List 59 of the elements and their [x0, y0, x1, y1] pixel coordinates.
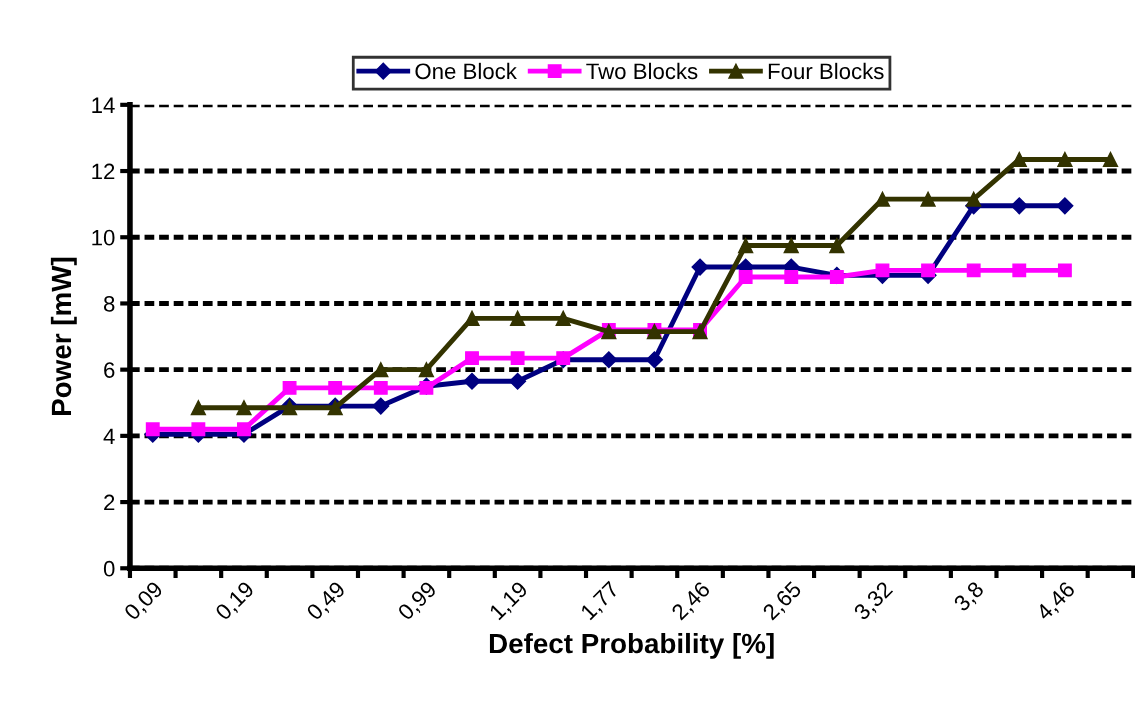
point [236, 400, 252, 416]
point [509, 372, 527, 390]
x-tick-label: 3,32 [852, 580, 896, 623]
point [875, 263, 890, 278]
y-tick-label: 10 [92, 229, 115, 246]
x-tick-label: 0,09 [123, 580, 166, 623]
x-tick-label: 4,46 [1035, 580, 1078, 624]
y-tick-label: 4 [103, 428, 115, 444]
legend-label: Four Blocks [768, 62, 884, 80]
point [920, 191, 936, 207]
point [966, 191, 982, 207]
point [373, 362, 389, 378]
point [783, 237, 799, 254]
point [372, 397, 390, 415]
point [738, 237, 754, 254]
point [1057, 263, 1072, 278]
point [373, 380, 388, 395]
y-tick-label: 14 [92, 97, 115, 113]
point [465, 351, 479, 366]
y-tick-label: 2 [104, 494, 115, 511]
x-axis-title: Defect Probability [%] [489, 632, 774, 659]
x-tick-label: 3,8 [952, 580, 987, 615]
x-tick-label: 0,19 [214, 580, 257, 623]
point [829, 237, 845, 254]
point [1102, 151, 1119, 168]
point [509, 310, 526, 326]
point [1056, 197, 1074, 215]
legend-label: One Block [415, 62, 517, 80]
point [555, 310, 571, 326]
point [191, 422, 206, 437]
point [784, 270, 799, 284]
x-tick-label: 0,49 [305, 580, 348, 623]
point [418, 362, 435, 378]
point [464, 310, 480, 326]
point [1010, 197, 1028, 215]
y-tick-label: 0 [103, 560, 115, 577]
point [1012, 263, 1027, 278]
point [1057, 151, 1073, 168]
point [190, 400, 207, 416]
point [328, 380, 343, 395]
point [645, 351, 663, 369]
point [463, 372, 481, 390]
point [874, 191, 891, 207]
x-tick-label: 0,99 [396, 580, 440, 623]
point [738, 270, 753, 284]
point [510, 351, 525, 366]
point [921, 263, 936, 278]
point [966, 263, 981, 278]
point [691, 258, 709, 276]
point [829, 270, 844, 284]
point [600, 351, 618, 369]
y-tick-label: 8 [103, 295, 115, 312]
point [145, 422, 160, 437]
legend-label: Two Blocks [586, 62, 698, 80]
y-axis-title: Power [mW] [50, 257, 77, 415]
point [237, 422, 251, 437]
y-tick-label: 12 [92, 163, 115, 180]
y-tick-label: 6 [104, 362, 115, 378]
point [282, 380, 297, 395]
